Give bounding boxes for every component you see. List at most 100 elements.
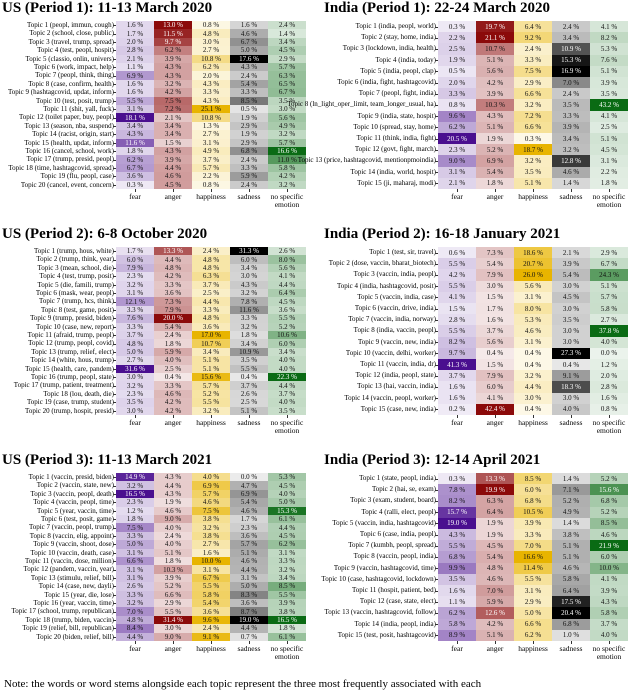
row-tick bbox=[113, 536, 116, 537]
row-label: Topic 9 (vaccin, hashtagcovid, time) bbox=[333, 563, 436, 572]
heatmap-cell: 31.3 % bbox=[230, 247, 268, 256]
heatmap-cell: 2.0 % bbox=[192, 71, 230, 80]
heatmap-cell: 5.8 % bbox=[552, 573, 590, 585]
heatmap-cell: 2.3 % bbox=[116, 272, 154, 281]
heatmap-cell: 4.5 % bbox=[268, 481, 306, 490]
row-tick bbox=[113, 368, 116, 370]
heatmap-cell: 1.3 % bbox=[192, 121, 230, 131]
heatmap-cell: 8.2 % bbox=[590, 32, 628, 44]
heatmap-cell: 5.1 % bbox=[230, 548, 268, 557]
row-label: Topic 14 (vaccin, peopl, worker) bbox=[344, 393, 436, 402]
heatmap-cell: 4.1 % bbox=[590, 21, 628, 33]
row-label: Topic 6 (vaccin, drive, india) bbox=[354, 304, 436, 312]
row-label: Topic 14 (white, hous, trump) bbox=[30, 356, 115, 365]
heatmap-cell: 6.2 % bbox=[154, 46, 192, 55]
heatmap-cell: 1.4 % bbox=[552, 517, 590, 529]
heatmap-cell: 4.4 % bbox=[268, 523, 306, 532]
row-tick bbox=[435, 387, 438, 388]
row-tick bbox=[435, 127, 438, 128]
heatmap-cell: 2.7 % bbox=[192, 46, 230, 55]
heatmap-cell: 5.3 % bbox=[590, 43, 628, 55]
heatmap-cell: 8.5 % bbox=[590, 517, 628, 529]
column-label: sadness bbox=[237, 644, 261, 653]
row-label: Topic 7 (peopl, fight, india) bbox=[358, 89, 436, 98]
heatmap-cell: 5.1 % bbox=[590, 65, 628, 77]
heatmap-cell: 4.0 % bbox=[192, 473, 230, 482]
heatmap-cell: 3.2 % bbox=[230, 322, 268, 331]
heatmap-cell: 6.4 % bbox=[552, 585, 590, 597]
heatmap-cell: 15.6 % bbox=[192, 373, 230, 382]
heatmap-cell: 6.2 % bbox=[514, 629, 552, 641]
heatmap-cell: 6.5 % bbox=[268, 79, 306, 89]
row-tick bbox=[435, 319, 438, 321]
heatmap-cell: 12.8 % bbox=[552, 155, 590, 167]
heatmap-cell: 20.7 % bbox=[514, 258, 552, 270]
row-label: Topic 16 (cancel, school, work) bbox=[25, 147, 114, 155]
row-tick bbox=[113, 284, 116, 286]
row-tick bbox=[435, 478, 438, 480]
heatmap-cell: 7.8 % bbox=[438, 484, 476, 496]
heatmap-cell: 3.9 % bbox=[552, 258, 590, 270]
heatmap-cell: 5.5 % bbox=[268, 314, 306, 323]
heatmap-cell: 3.9 % bbox=[552, 121, 590, 133]
heatmap-cell: 11.4 % bbox=[514, 562, 552, 574]
heatmap-cell: 5.0 % bbox=[514, 607, 552, 619]
row-tick bbox=[435, 308, 438, 310]
heatmap-cell: 3.0 % bbox=[552, 392, 590, 404]
heatmap-cell: 4.6 % bbox=[230, 29, 268, 38]
heatmap-cell: 3.2 % bbox=[154, 79, 192, 89]
panel-title: India (Period 2): 16-18 January 2021 bbox=[324, 226, 561, 242]
column-tick bbox=[211, 415, 212, 418]
heatmap-cell: 3.4 % bbox=[268, 37, 306, 47]
row-label: Topic 3 (vaccin, india, peopl) bbox=[353, 270, 436, 279]
row-tick bbox=[113, 301, 116, 303]
row-label: Topic 2 (hai, se, exam) bbox=[371, 485, 436, 494]
row-label: Topic 2 (school, close, public) bbox=[29, 29, 114, 38]
heatmap-cell: 1.6 % bbox=[590, 392, 628, 404]
heatmap-cell: 4.9 % bbox=[552, 506, 590, 518]
row-label: Topic 7 (trump, hcs, think) bbox=[39, 297, 114, 306]
heatmap-cell: 2.5 % bbox=[230, 398, 268, 407]
heatmap-cell: 7.2 % bbox=[154, 105, 192, 114]
heatmap-cell: 2.7 % bbox=[590, 314, 628, 326]
row-label: Topic 10 (case, new, report) bbox=[36, 322, 114, 331]
heatmap-cell: 17.0 % bbox=[192, 331, 230, 340]
heatmap-cell: 6.0 % bbox=[476, 381, 514, 393]
heatmap-cell: 3.3 % bbox=[438, 88, 476, 100]
note: Note: the words or word stems alongside … bbox=[4, 678, 482, 690]
heatmap-cell: 3.4 % bbox=[268, 573, 306, 583]
row-label: Topic 10 (test, posit, trump) bbox=[35, 96, 114, 105]
heatmap-cell: 4.3 % bbox=[230, 280, 268, 289]
heatmap-cell: 1.8 % bbox=[154, 339, 192, 348]
heatmap-cell: 8.7 % bbox=[230, 607, 268, 616]
heatmap-cell: 3.2 % bbox=[268, 565, 306, 574]
row-label: Topic 11 (vaccin, dose, million) bbox=[24, 557, 114, 565]
heatmap-cell: 4.3 % bbox=[230, 63, 268, 72]
heatmap-cell: 5.1 % bbox=[590, 133, 628, 145]
row-tick bbox=[113, 134, 116, 135]
row-tick bbox=[113, 544, 116, 545]
heatmap-cell: 5.6 % bbox=[514, 280, 552, 292]
column-tick bbox=[287, 189, 288, 192]
row-tick bbox=[113, 293, 116, 294]
row-tick bbox=[435, 49, 438, 50]
heatmap-cell: 15.3 % bbox=[552, 54, 590, 66]
heatmap-cell: 3.0 % bbox=[268, 105, 306, 114]
heatmap-cell: 1.5 % bbox=[476, 291, 514, 303]
column-tick bbox=[173, 641, 174, 644]
row-label: Topic 10 (case, hashtagcovid, lockdown) bbox=[321, 574, 436, 583]
heatmap-cell: 4.0 % bbox=[268, 489, 306, 499]
heatmap-cell: 2.4 % bbox=[154, 331, 192, 340]
heatmap-cell: 5.5 % bbox=[438, 325, 476, 337]
row-tick bbox=[113, 109, 116, 110]
heatmap-cell: 3.1 % bbox=[268, 548, 306, 557]
row-tick bbox=[113, 394, 116, 395]
heatmap-cell: 5.8 % bbox=[268, 163, 306, 173]
heatmap-cell: 1.2 % bbox=[590, 359, 628, 371]
heatmap-cell: 5.7 % bbox=[268, 138, 306, 147]
heatmap-cell: 3.2 % bbox=[116, 381, 154, 390]
row-label: Topic 19 (relief, bill, republican) bbox=[22, 624, 114, 633]
row-tick bbox=[113, 410, 116, 412]
heatmap-cell: 5.5 % bbox=[514, 573, 552, 585]
row-tick bbox=[113, 552, 116, 554]
